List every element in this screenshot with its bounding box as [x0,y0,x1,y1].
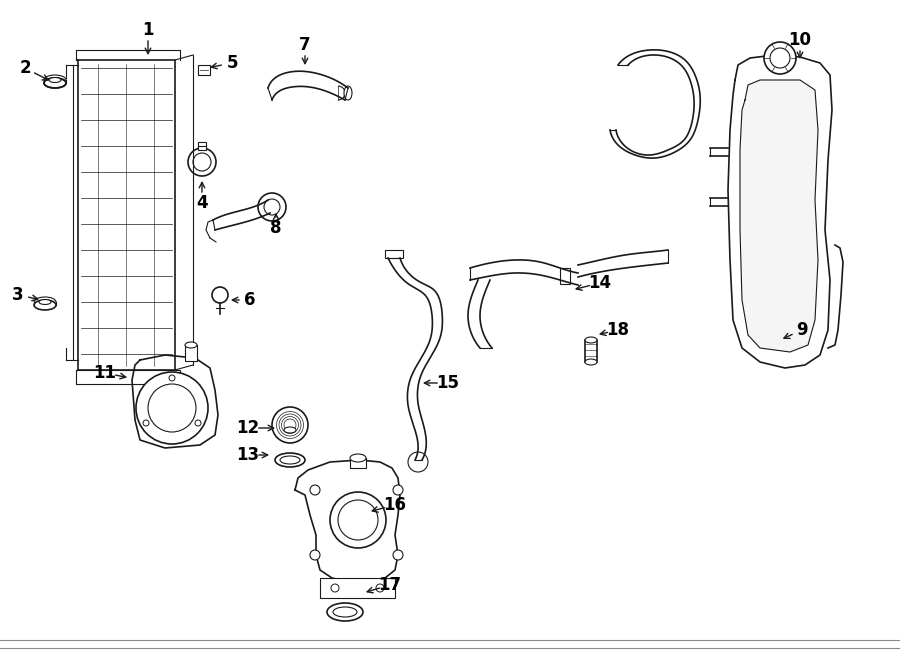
Polygon shape [295,460,400,582]
Text: 3: 3 [13,286,23,304]
Bar [560,268,570,284]
Bar [320,578,395,598]
Circle shape [169,375,175,381]
Text: 9: 9 [796,321,808,339]
Circle shape [330,492,386,548]
Bar [585,340,597,362]
Circle shape [212,287,228,303]
Ellipse shape [284,427,296,433]
Circle shape [310,550,320,560]
Circle shape [264,199,280,215]
Polygon shape [132,355,218,448]
Text: 18: 18 [607,321,629,339]
Bar [198,65,210,75]
Circle shape [338,500,378,540]
Ellipse shape [275,453,305,467]
Ellipse shape [333,607,357,617]
Ellipse shape [350,454,366,462]
Polygon shape [728,55,832,368]
Bar [198,142,206,146]
Text: 2: 2 [19,59,31,77]
Circle shape [393,485,403,495]
Text: 11: 11 [94,364,116,382]
Ellipse shape [44,78,66,88]
Text: 16: 16 [383,496,407,514]
Text: 12: 12 [237,419,259,437]
Ellipse shape [39,299,51,305]
Ellipse shape [585,337,597,343]
Bar [185,345,197,361]
Text: 15: 15 [436,374,460,392]
Ellipse shape [185,342,197,348]
Polygon shape [740,80,818,352]
Ellipse shape [280,456,300,464]
Text: 7: 7 [299,36,310,54]
Circle shape [193,153,211,171]
Circle shape [331,584,339,592]
Circle shape [136,372,208,444]
Circle shape [195,420,201,426]
Text: 6: 6 [244,291,256,309]
Text: 17: 17 [378,576,401,594]
Ellipse shape [344,86,352,100]
Text: 4: 4 [196,194,208,212]
Circle shape [188,148,216,176]
Circle shape [408,452,428,472]
Bar [350,458,366,468]
Text: 10: 10 [788,31,812,49]
Text: 5: 5 [226,54,238,72]
Bar [385,250,403,258]
Circle shape [148,384,196,432]
Circle shape [143,420,149,426]
Text: 8: 8 [270,219,282,237]
Circle shape [376,584,384,592]
Circle shape [393,550,403,560]
Circle shape [770,48,790,68]
Circle shape [272,407,308,443]
Ellipse shape [49,77,61,83]
Bar [198,144,206,150]
Circle shape [764,42,796,74]
Text: 14: 14 [589,274,612,292]
Text: 13: 13 [237,446,259,464]
Text: 1: 1 [142,21,154,39]
Ellipse shape [327,603,363,621]
Ellipse shape [585,359,597,365]
Ellipse shape [34,300,56,310]
Circle shape [310,485,320,495]
Circle shape [258,193,286,221]
